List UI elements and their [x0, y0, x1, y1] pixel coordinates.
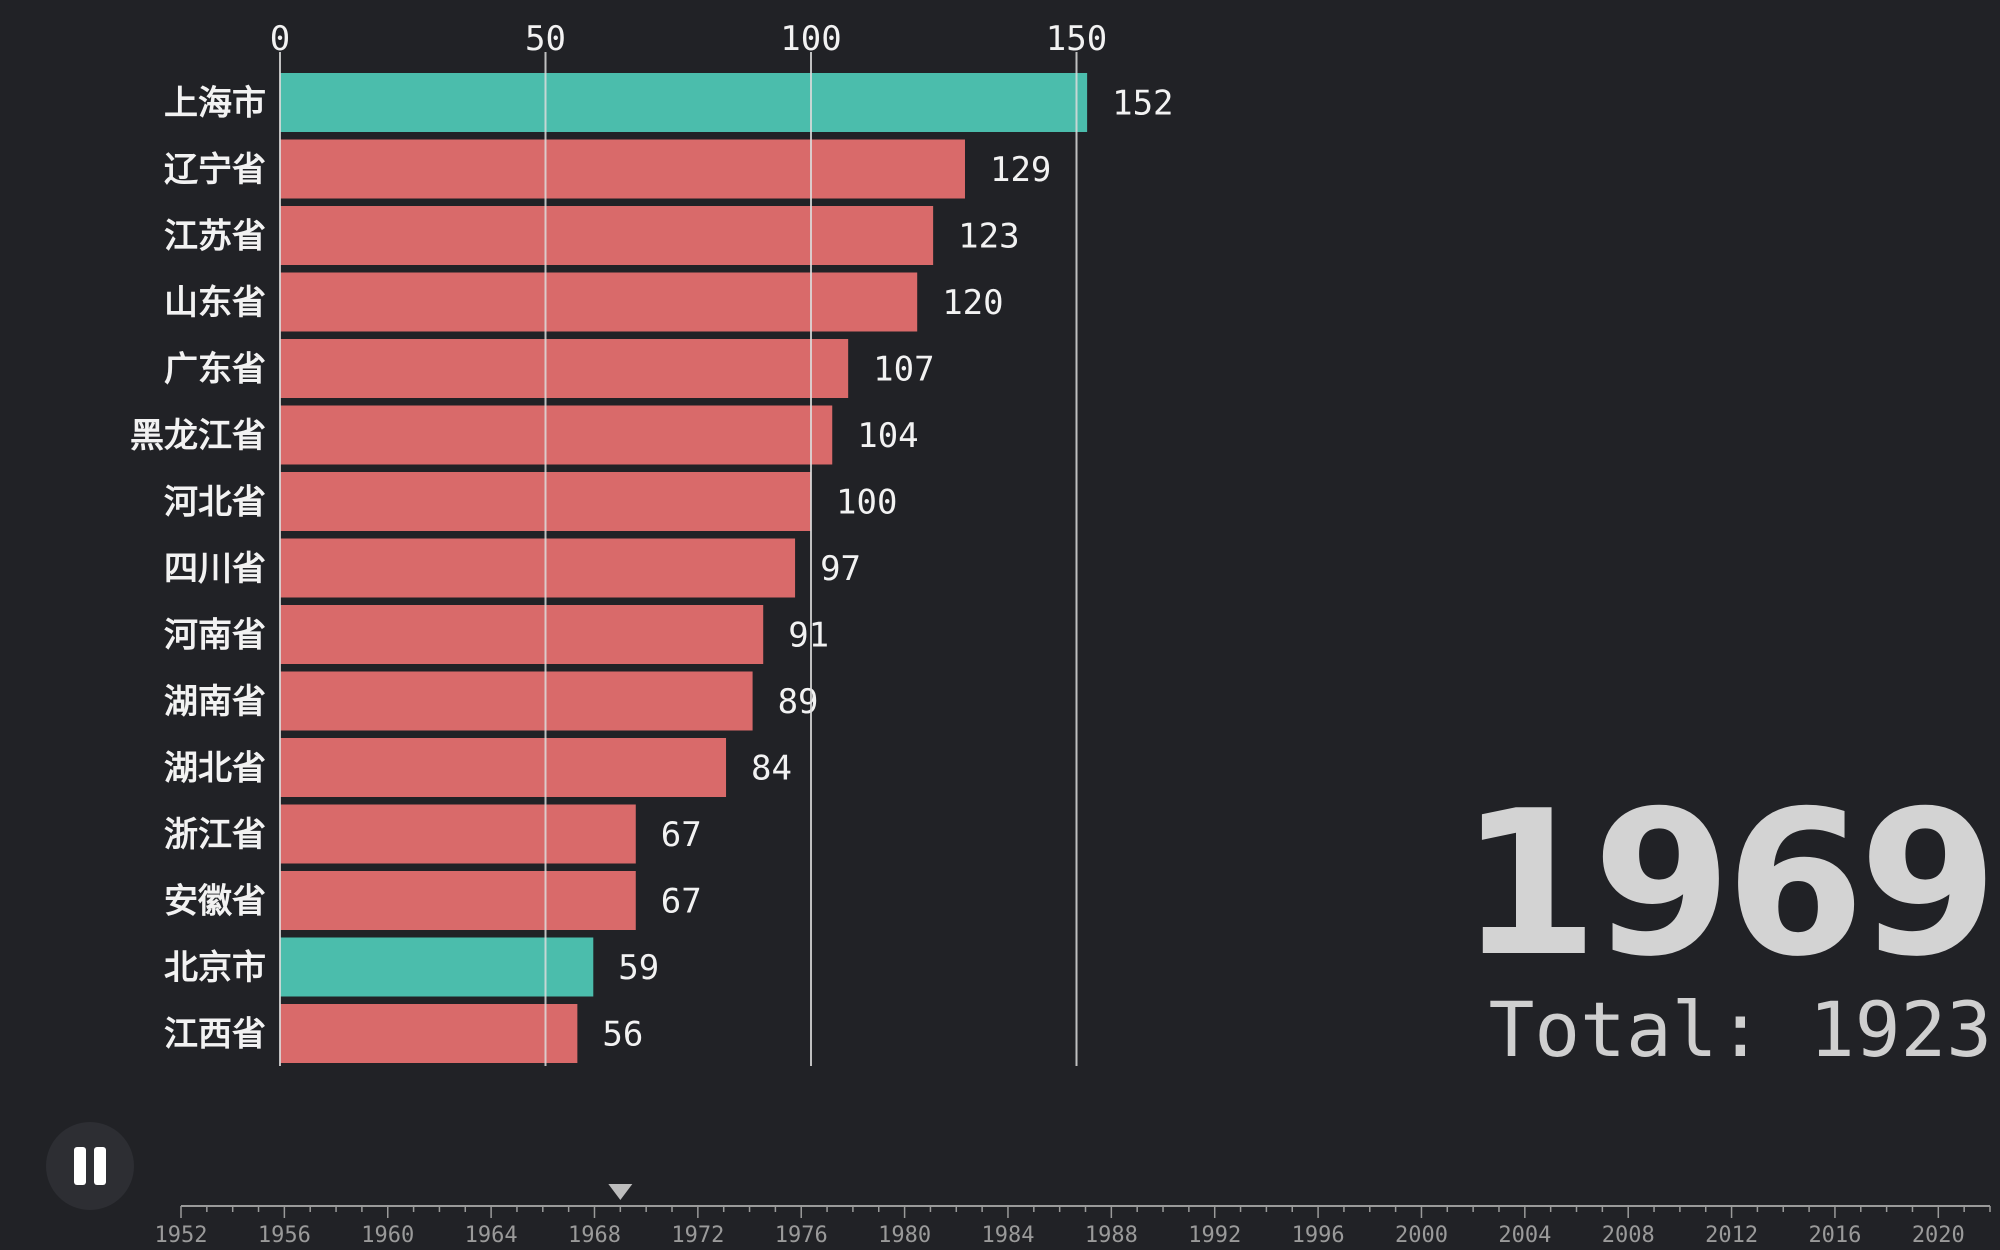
timeline-label: 1996 — [1292, 1223, 1345, 1248]
x-tick-label: 100 — [780, 19, 841, 59]
pause-button[interactable] — [46, 1122, 134, 1210]
timeline-label: 2000 — [1395, 1223, 1448, 1248]
bar — [280, 206, 934, 265]
timeline-label: 1972 — [671, 1223, 724, 1248]
timeline-label: 2008 — [1602, 1223, 1655, 1248]
bar-chart: 上海市 152 辽宁省 129 江苏省 123 山东省 120 广东省 107 黑龙江省 104 河北省… — [130, 19, 1174, 1066]
timeline-label: 1960 — [361, 1223, 414, 1248]
current-year: 1969 — [1459, 768, 1998, 1001]
value-label: 104 — [857, 416, 918, 456]
timeline-label: 1988 — [1085, 1223, 1138, 1248]
timeline-label: 1968 — [568, 1223, 621, 1248]
bar — [280, 1004, 578, 1063]
value-label: 120 — [942, 283, 1003, 323]
category-label: 上海市 — [164, 84, 266, 124]
timeline-slider[interactable]: 1952 1956 1960 1964 1968 1972 1976 1980 1984 1988… — [0, 1170, 2000, 1250]
category-label: 湖北省 — [164, 749, 266, 789]
x-tick-label: 0 — [270, 19, 290, 59]
x-tick-label: 150 — [1046, 19, 1107, 59]
timeline-label: 1964 — [465, 1223, 518, 1248]
category-label: 山东省 — [164, 283, 266, 323]
pause-icon-right — [94, 1147, 106, 1185]
bar — [280, 73, 1088, 132]
value-label: 56 — [602, 1015, 643, 1055]
category-label: 浙江省 — [164, 815, 266, 855]
bar — [280, 405, 833, 465]
bar — [280, 139, 965, 199]
bar — [280, 871, 636, 930]
value-label: 84 — [751, 749, 792, 789]
category-label: 辽宁省 — [164, 150, 266, 190]
value-label: 129 — [990, 150, 1051, 190]
category-label: 河南省 — [164, 616, 266, 656]
value-label: 152 — [1112, 84, 1173, 124]
bar — [280, 671, 753, 731]
value-label: 100 — [836, 483, 897, 523]
bar — [280, 339, 849, 398]
bar — [280, 605, 764, 664]
pause-icon — [74, 1147, 86, 1185]
category-label: 湖南省 — [164, 682, 266, 722]
category-label: 北京市 — [164, 948, 266, 988]
total-count: Total: 1923 — [1488, 985, 1992, 1074]
timeline-label: 1952 — [155, 1223, 208, 1248]
category-label: 江西省 — [164, 1015, 266, 1055]
bar — [280, 272, 918, 332]
category-label: 江苏省 — [164, 217, 266, 257]
value-label: 97 — [820, 549, 861, 589]
timeline-marker — [608, 1184, 633, 1200]
value-label: 59 — [618, 948, 659, 988]
category-label: 安徽省 — [164, 882, 266, 922]
timeline-label: 1992 — [1188, 1223, 1241, 1248]
timeline-label: 2012 — [1705, 1223, 1758, 1248]
bar — [280, 937, 594, 997]
category-label: 河北省 — [164, 483, 266, 523]
bar — [280, 804, 636, 864]
timeline-label: 1984 — [981, 1223, 1034, 1248]
value-label: 67 — [661, 882, 702, 922]
timeline-label: 1976 — [775, 1223, 828, 1248]
value-label: 91 — [788, 616, 829, 656]
bar — [280, 538, 796, 598]
timeline-label: 2020 — [1912, 1223, 1965, 1248]
x-tick-label: 50 — [525, 19, 566, 59]
timeline-label: 1980 — [878, 1223, 931, 1248]
value-label: 89 — [778, 682, 819, 722]
category-label: 黑龙江省 — [130, 416, 266, 456]
timeline-label: 2004 — [1498, 1223, 1551, 1248]
bar — [280, 738, 727, 797]
timeline-label: 2016 — [1808, 1223, 1861, 1248]
category-label: 广东省 — [164, 350, 266, 390]
value-label: 107 — [873, 350, 934, 390]
timeline-label: 1956 — [258, 1223, 311, 1248]
value-label: 123 — [958, 217, 1019, 257]
value-label: 67 — [661, 815, 702, 855]
category-label: 四川省 — [164, 549, 266, 589]
